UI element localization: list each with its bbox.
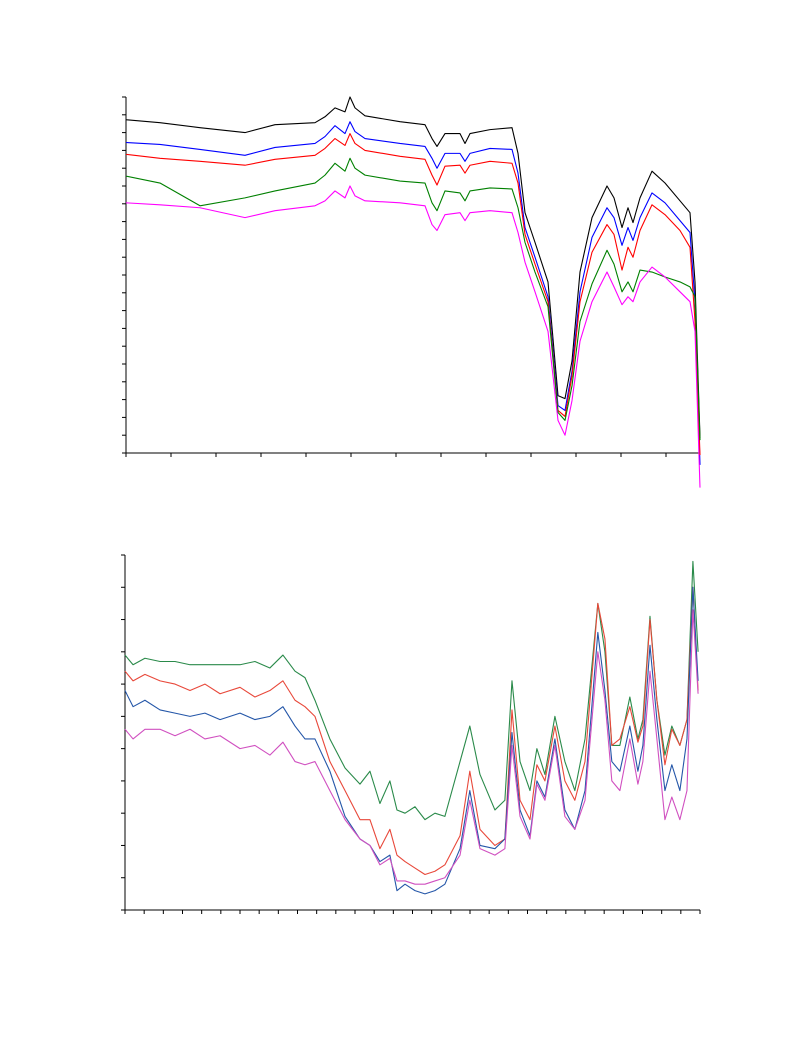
spectrum-line [124,586,699,876]
spectrum-line [125,96,701,439]
spectrum-line [125,185,701,488]
spectrum-line [125,157,701,441]
spectrum-line [125,121,701,465]
spectrum-line [124,560,699,821]
spectrum-line [125,133,701,456]
spectrum-line [124,609,699,885]
spectrum-line [124,586,699,895]
